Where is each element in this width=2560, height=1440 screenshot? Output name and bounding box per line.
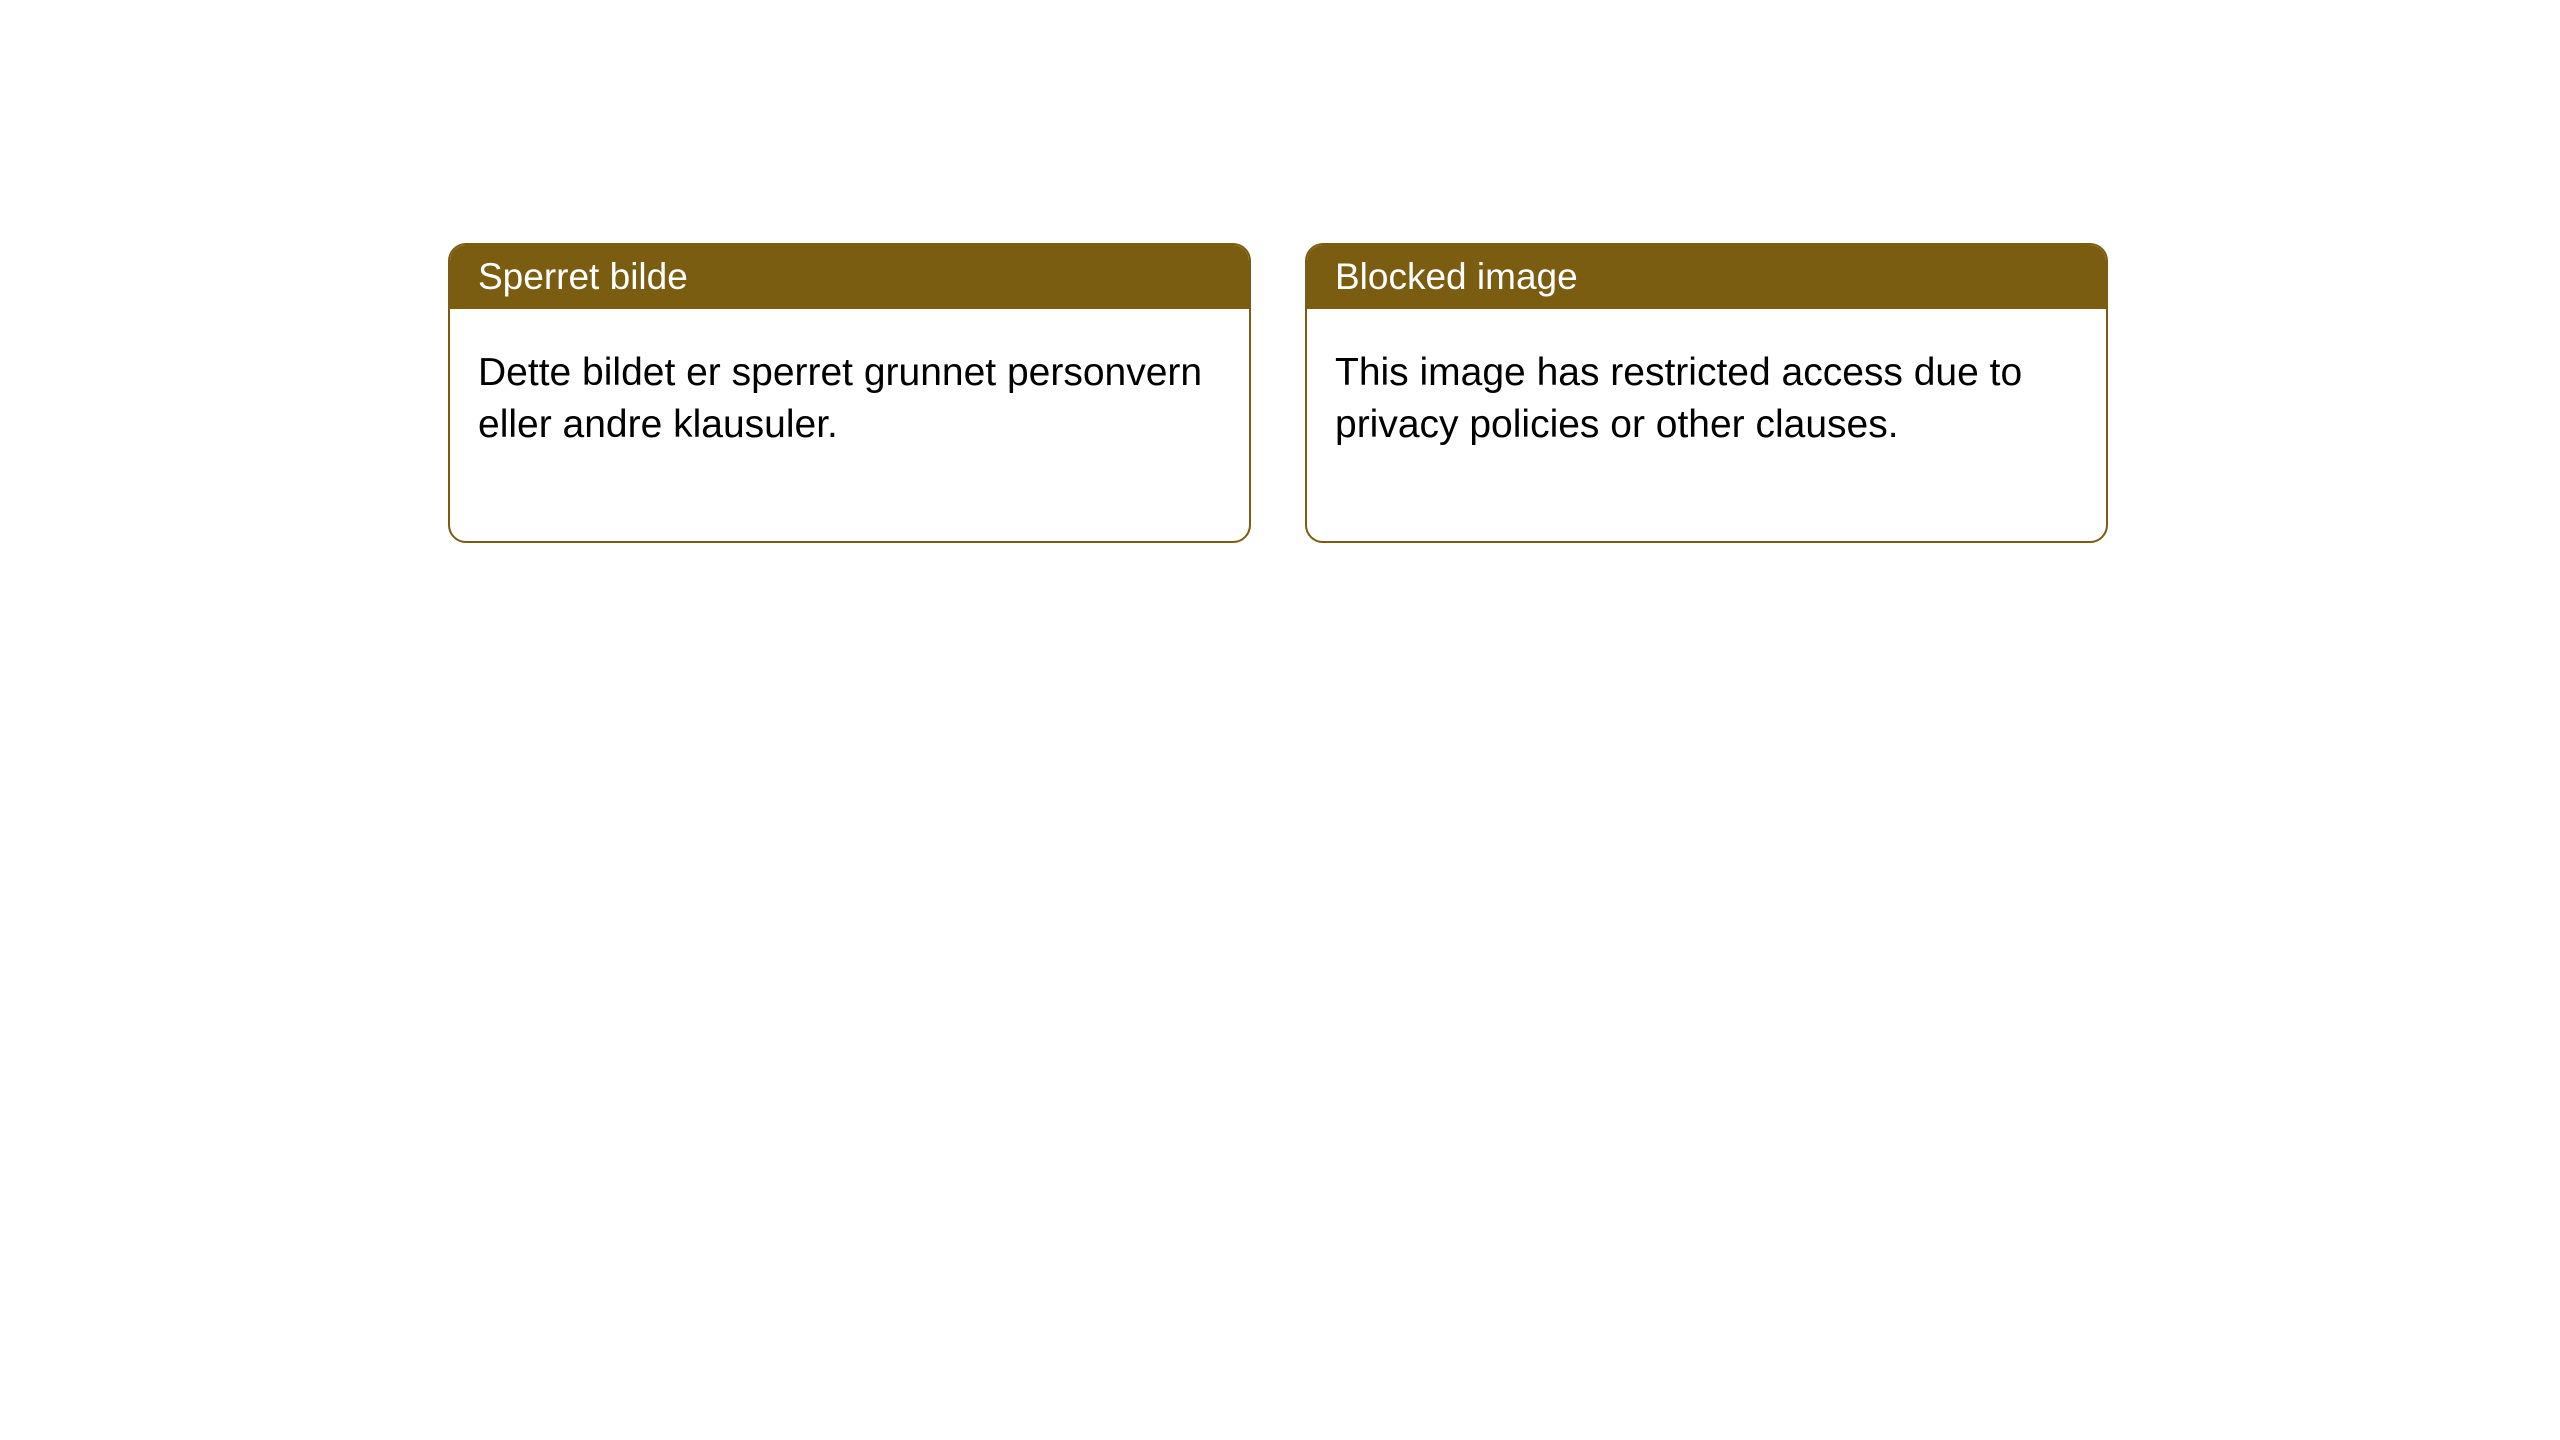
card-header-english: Blocked image — [1307, 245, 2106, 309]
card-text-norwegian: Dette bildet er sperret grunnet personve… — [478, 351, 1202, 446]
card-title-english: Blocked image — [1335, 256, 1578, 297]
notice-card-english: Blocked image This image has restricted … — [1305, 243, 2108, 543]
card-body-norwegian: Dette bildet er sperret grunnet personve… — [450, 309, 1249, 541]
card-body-english: This image has restricted access due to … — [1307, 309, 2106, 541]
card-header-norwegian: Sperret bilde — [450, 245, 1249, 309]
card-title-norwegian: Sperret bilde — [478, 256, 688, 297]
card-text-english: This image has restricted access due to … — [1335, 351, 2022, 446]
notice-cards-container: Sperret bilde Dette bildet er sperret gr… — [0, 0, 2560, 543]
notice-card-norwegian: Sperret bilde Dette bildet er sperret gr… — [448, 243, 1251, 543]
